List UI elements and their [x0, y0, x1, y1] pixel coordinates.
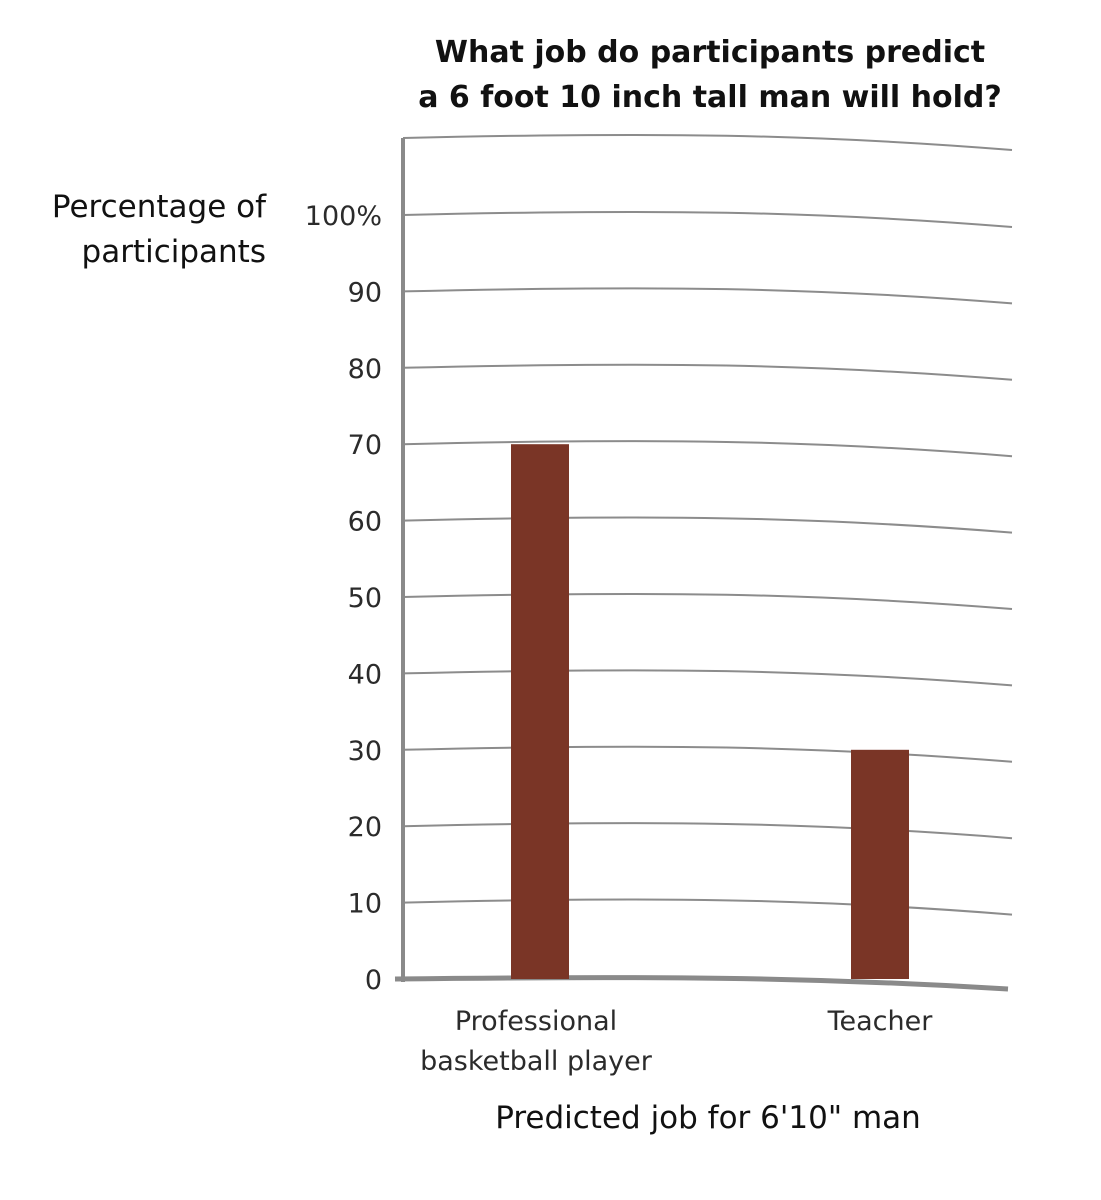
y-tick-label: 20: [348, 812, 382, 843]
gridline: [402, 592, 1013, 610]
x-axis-label: Predicted job for 6'10" man: [495, 1100, 921, 1136]
y-axis-label-line-2: participants: [82, 234, 266, 270]
category-label: Teacher: [827, 1006, 934, 1037]
y-tick-label: 70: [348, 430, 382, 461]
y-tick-label: 80: [348, 354, 382, 385]
y-axis-label-line-1: Percentage of: [52, 189, 267, 225]
gridline: [402, 898, 1013, 916]
y-tick-label: 30: [348, 736, 382, 767]
y-tick-label: 90: [348, 277, 382, 308]
gridline: [402, 440, 1013, 458]
gridline: [402, 287, 1013, 305]
gridlines: [402, 133, 1013, 916]
y-tick-labels: 0 10 20 30 40 50 60 70 80 90 100%: [305, 201, 382, 996]
axes: [394, 138, 1009, 992]
x-axis-line: [394, 975, 1009, 992]
y-tick-label: 100%: [305, 201, 382, 232]
chart-title-line-1: What job do participants predict: [435, 35, 985, 70]
y-tick-label: 10: [348, 889, 382, 920]
y-tick-label: 0: [365, 965, 382, 996]
bars: [511, 444, 909, 979]
y-tick-label: 60: [348, 507, 382, 538]
gridline: [402, 363, 1013, 381]
gridline: [402, 745, 1013, 763]
chart-title-line-2: a 6 foot 10 inch tall man will hold?: [418, 80, 1002, 115]
y-tick-label: 50: [348, 583, 382, 614]
gridline: [402, 822, 1013, 840]
gridline: [402, 516, 1013, 534]
category-label: basketball player: [420, 1046, 653, 1077]
bar: [511, 444, 569, 979]
gridline: [402, 210, 1013, 228]
gridline: [402, 133, 1013, 151]
category-labels: Professional basketball player Teacher: [420, 1006, 933, 1077]
y-axis-label: Percentage of participants: [52, 189, 267, 270]
chart-title: What job do participants predict a 6 foo…: [418, 35, 1002, 115]
category-label: Professional: [455, 1006, 617, 1037]
y-tick-label: 40: [348, 659, 382, 690]
bar: [851, 749, 909, 979]
gridline: [402, 669, 1013, 687]
